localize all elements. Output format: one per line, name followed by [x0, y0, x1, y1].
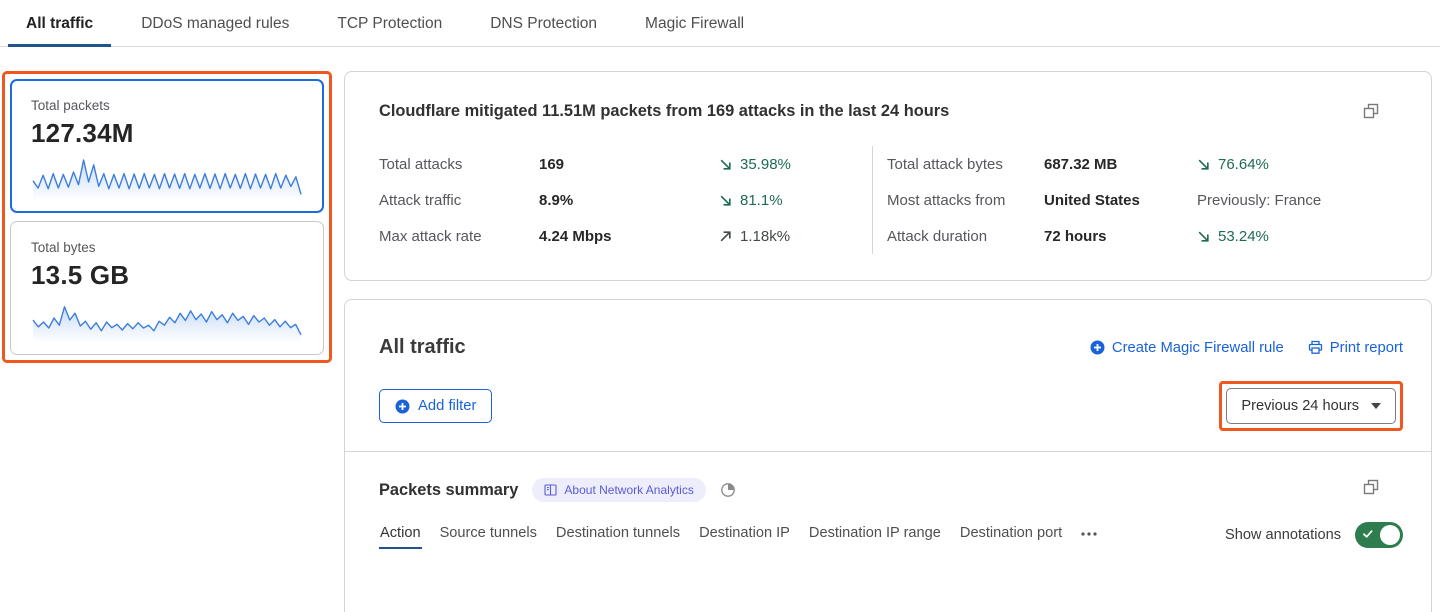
plus-circle-icon	[395, 399, 410, 414]
stats-grid: Total attacks 169 35.98% Attack traffic 8.9%…	[379, 146, 1403, 254]
stat-row-attack-duration: Attack duration 72 hours 53.24%	[887, 218, 1403, 254]
stat-label: Total attacks	[379, 155, 463, 173]
stat-label: Attack duration	[887, 227, 988, 245]
stat-row-attack-traffic: Attack traffic 8.9% 81.1%	[379, 182, 852, 218]
stat-value: United States	[1044, 191, 1140, 209]
create-magic-firewall-rule-link[interactable]: Create Magic Firewall rule	[1090, 340, 1284, 356]
stats-right: Total attack bytes 687.32 MB 76.64% Most at…	[873, 146, 1403, 254]
stat-trend: 35.98%	[719, 156, 791, 173]
plus-circle-icon	[1090, 340, 1105, 355]
stat-row-most-attacks-from: Most attacks from United States Previously…	[887, 182, 1403, 218]
mitigation-title: Cloudflare mitigated 11.51M packets from…	[379, 102, 950, 120]
card-label: Total packets	[31, 98, 110, 113]
time-range-dropdown[interactable]: Previous 24 hours	[1226, 388, 1396, 424]
header-actions: Create Magic Firewall rule	[1090, 340, 1403, 356]
stat-trend: 1.18k%	[719, 228, 790, 245]
tab-magic-firewall[interactable]: Magic Firewall	[645, 15, 745, 32]
summary-cards: Total packets 127.34M Total bytes 13.5 GB	[10, 79, 324, 355]
subtab-destination-port[interactable]: Destination port	[959, 525, 1063, 541]
show-annotations-toggle[interactable]	[1355, 522, 1403, 548]
all-traffic-panel: All traffic Create Magic Firewall rule	[344, 299, 1432, 612]
stat-trend-value: Previously: France	[1197, 191, 1322, 209]
about-network-analytics-badge[interactable]: About Network Analytics	[532, 478, 706, 502]
card-label: Total bytes	[31, 240, 96, 255]
stat-label: Attack traffic	[379, 191, 462, 209]
print-report-link[interactable]: Print report	[1308, 340, 1403, 356]
annotation-highlight-cards: Total packets 127.34M Total bytes 13.5 GB	[2, 71, 332, 363]
stat-trend: 76.64%	[1197, 156, 1269, 173]
card-value: 13.5 GB	[31, 260, 130, 290]
printer-icon	[1308, 340, 1323, 355]
stat-trend-value: 1.18k%	[740, 227, 791, 245]
mitigation-summary-panel: Cloudflare mitigated 11.51M packets from…	[344, 71, 1432, 281]
tab-all-traffic[interactable]: All traffic	[7, 15, 112, 47]
stat-trend: 81.1%	[719, 192, 783, 209]
check-icon	[1363, 530, 1373, 538]
stat-value: 169	[539, 155, 565, 173]
subtab-action[interactable]: Action	[379, 525, 422, 549]
annotation-highlight-timerange: Previous 24 hours	[1219, 381, 1403, 431]
stat-value: 8.9%	[539, 191, 574, 209]
stat-row-total-attack-bytes: Total attack bytes 687.32 MB 76.64%	[887, 146, 1403, 182]
packets-summary-section: Packets summary About Network Analytics	[345, 452, 1431, 612]
tab-tcp-protection[interactable]: TCP Protection	[337, 15, 443, 32]
all-traffic-header-area: All traffic Create Magic Firewall rule	[345, 300, 1431, 451]
stat-trend-value: 53.24%	[1218, 227, 1269, 245]
stat-label: Max attack rate	[379, 227, 482, 245]
subtab-destination-tunnels[interactable]: Destination tunnels	[555, 525, 681, 541]
top-tabbar: All traffic DDoS managed rules TCP Protect…	[0, 0, 1440, 47]
stat-row-max-attack-rate: Max attack rate 4.24 Mbps 1.18k%	[379, 218, 852, 254]
stat-trend: Previously: France	[1197, 192, 1321, 209]
subtab-destination-ip-range[interactable]: Destination IP range	[808, 525, 941, 541]
trend-down-icon	[720, 159, 731, 170]
show-annotations-control: Show annotations	[1225, 522, 1403, 552]
show-annotations-label: Show annotations	[1224, 527, 1341, 543]
subtab-source-tunnels[interactable]: Source tunnels	[439, 525, 537, 541]
book-icon	[544, 484, 557, 496]
data-freshness-clock-icon[interactable]	[720, 482, 736, 498]
stat-trend-value: 35.98%	[740, 155, 791, 173]
expand-copy-icon[interactable]	[1363, 103, 1379, 124]
stat-trend-value: 76.64%	[1218, 155, 1269, 173]
trend-down-icon	[1198, 231, 1209, 242]
card-total-packets[interactable]: Total packets 127.34M	[10, 79, 324, 213]
stat-trend: 53.24%	[1197, 228, 1269, 245]
mitigation-header: Cloudflare mitigated 11.51M packets from…	[379, 102, 1403, 124]
stat-label: Most attacks from	[887, 191, 1006, 209]
packets-summary-subtabs: Action Source tunnels Destination tunnels D…	[379, 524, 1098, 550]
stat-label: Total attack bytes	[887, 155, 1003, 173]
card-value: 127.34M	[31, 118, 134, 148]
subtab-destination-ip[interactable]: Destination IP	[699, 525, 790, 541]
more-tabs-icon[interactable]	[1080, 524, 1098, 550]
expand-copy-icon[interactable]	[1363, 479, 1379, 500]
section-divider	[345, 451, 1431, 452]
stat-trend-value: 81.1%	[740, 191, 783, 209]
sparkline-chart	[32, 159, 302, 201]
stat-value: 687.32 MB	[1044, 155, 1118, 173]
summary-sidebar: Total packets 127.34M Total bytes 13.5 GB	[2, 71, 332, 363]
main-column: Cloudflare mitigated 11.51M packets from…	[344, 71, 1432, 612]
card-total-bytes[interactable]: Total bytes 13.5 GB	[10, 221, 324, 355]
stat-row-total-attacks: Total attacks 169 35.98%	[379, 146, 852, 182]
stat-value: 4.24 Mbps	[539, 227, 612, 245]
sparkline-chart	[32, 306, 302, 343]
trend-up-icon	[720, 230, 731, 241]
all-traffic-title: All traffic	[379, 336, 466, 358]
toggle-knob	[1380, 525, 1400, 545]
tab-ddos-managed-rules[interactable]: DDoS managed rules	[141, 15, 290, 32]
content-area: Total packets 127.34M Total bytes 13.5 GB C…	[0, 47, 1440, 612]
add-filter-button[interactable]: Add filter	[379, 389, 493, 423]
packets-summary-title: Packets summary	[379, 480, 519, 499]
stats-left: Total attacks 169 35.98% Attack traffic 8.9%…	[379, 146, 873, 254]
stat-value: 72 hours	[1044, 227, 1107, 245]
trend-down-icon	[720, 195, 731, 206]
trend-down-icon	[1198, 159, 1209, 170]
chevron-down-icon	[1371, 403, 1381, 409]
tab-dns-protection[interactable]: DNS Protection	[490, 15, 598, 32]
